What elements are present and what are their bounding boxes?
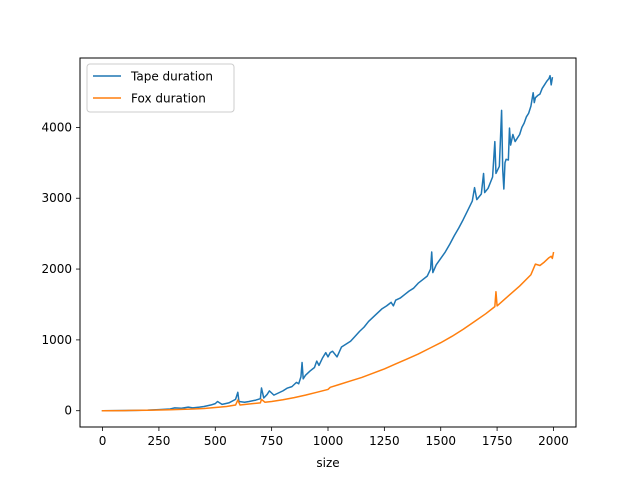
x-tick-label: 2000 xyxy=(538,434,569,448)
x-axis-label: size xyxy=(316,456,339,470)
legend: Tape duration Fox duration xyxy=(86,63,235,113)
y-tick-label: 4000 xyxy=(41,120,72,134)
y-tick-label: 1000 xyxy=(41,333,72,347)
x-axis-ticks: 0 250 500 750 1000 1250 1500 1750 2000 xyxy=(99,427,569,448)
series-line-tape-duration xyxy=(101,74,554,412)
series-line-fox-duration xyxy=(101,251,555,412)
x-tick-label: 1500 xyxy=(425,434,456,448)
x-tick-label: 1750 xyxy=(482,434,513,448)
x-tick-label: 1000 xyxy=(313,434,344,448)
x-tick-label: 0 xyxy=(99,434,107,448)
x-tick-label: 500 xyxy=(204,434,227,448)
legend-box xyxy=(86,63,235,113)
x-tick-label: 250 xyxy=(147,434,170,448)
x-tick-label: 1250 xyxy=(369,434,400,448)
y-tick-label: 0 xyxy=(64,404,72,418)
x-tick-label: 750 xyxy=(260,434,283,448)
y-tick-label: 2000 xyxy=(41,262,72,276)
series-layer xyxy=(101,74,555,412)
y-tick-label: 3000 xyxy=(41,191,72,205)
legend-label-tape: Tape duration xyxy=(130,70,213,84)
legend-label-fox: Fox duration xyxy=(131,92,206,106)
y-axis-ticks: 0 1000 2000 3000 4000 xyxy=(41,120,80,418)
